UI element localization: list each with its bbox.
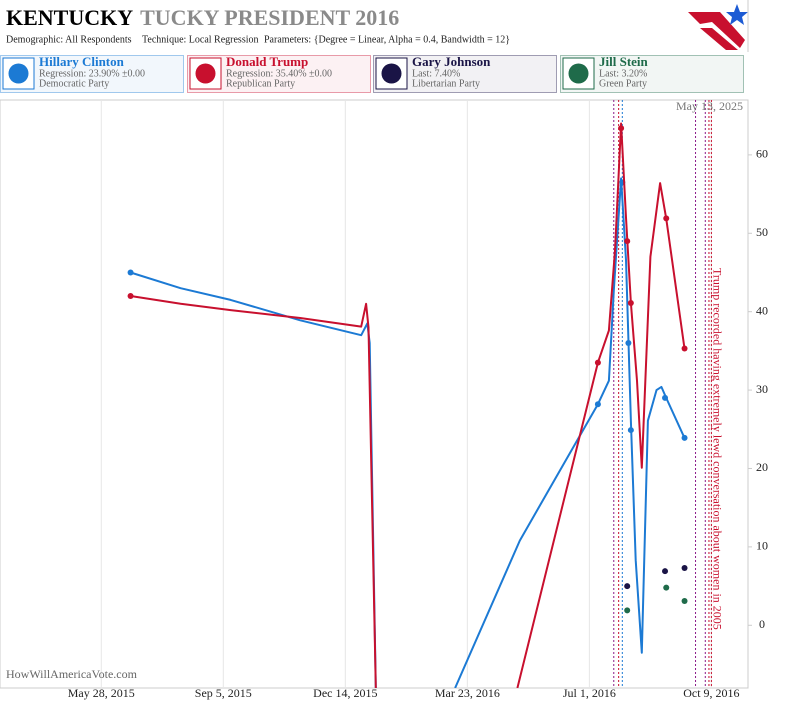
legend-detail: Regression: 23.90% ±0.00 [39, 68, 145, 79]
y-tick-label: 0 [759, 617, 765, 631]
poll-dot [663, 215, 670, 222]
legend-icon-shape [381, 63, 402, 84]
poll-dot [662, 568, 669, 575]
legend-name: Hillary Clinton [39, 54, 125, 69]
poll-dot [594, 359, 601, 366]
poll-dot [127, 293, 134, 299]
legend-icon-shape [195, 63, 216, 84]
poll-dot [624, 607, 631, 614]
y-tick-label: 30 [756, 382, 768, 396]
y-tick-label: 40 [756, 303, 768, 317]
plot-area [127, 122, 688, 688]
plot-border [0, 99, 749, 689]
legend-name: Donald Trump [226, 54, 308, 69]
annotation: Trump recorded having extremely lewd con… [710, 268, 724, 630]
trend-line [130, 122, 686, 688]
poll-dot [594, 401, 601, 408]
title-rest: TUCKY PRESIDENT 2016 [140, 5, 399, 30]
legend-party: Republican Party [226, 78, 295, 89]
legend-name: Gary Johnson [412, 54, 491, 69]
poll-dot [662, 394, 669, 401]
title-state: KENTUCKY [6, 5, 133, 30]
x-tick-label: Sep 5, 2015 [195, 686, 252, 700]
poll-dot [681, 345, 688, 352]
subtitle: Parameters: {Degree = Linear, Alpha = 0.… [264, 34, 510, 45]
poll-dot [663, 584, 670, 591]
poll-dot [624, 238, 631, 245]
date-stamp: May 13, 2025 [676, 99, 743, 113]
subtitle: Technique: Local Regression [142, 34, 258, 45]
y-tick-label: 60 [756, 147, 768, 161]
poll-dot [627, 300, 634, 307]
trend-line [130, 177, 686, 688]
poll-dot [625, 340, 632, 347]
x-tick-label: May 28, 2015 [68, 686, 135, 700]
legend-detail: Last: 3.20% [599, 68, 647, 79]
legend-detail: Regression: 35.40% ±0.00 [226, 68, 332, 79]
poll-dot [681, 565, 688, 572]
x-tick-label: Oct 9, 2016 [683, 686, 739, 700]
poll-dot [624, 583, 631, 590]
y-tick-label: 20 [756, 460, 768, 474]
poll-dot [681, 597, 688, 604]
x-tick-label: Jul 1, 2016 [563, 686, 616, 700]
poll-dot [618, 125, 625, 132]
legend-icon-shape [8, 63, 29, 84]
legend-name: Jill Stein [599, 54, 649, 69]
legend-party: Libertarian Party [412, 78, 480, 89]
x-tick-label: Mar 23, 2016 [435, 686, 500, 700]
watermark: HowWillAmericaVote.com [6, 667, 138, 681]
legend-party: Green Party [599, 78, 647, 89]
poll-dot [127, 269, 134, 276]
logo [688, 0, 749, 52]
x-tick-label: Dec 14, 2015 [313, 686, 377, 700]
y-tick-label: 50 [756, 225, 768, 239]
legend-icon-shape [568, 63, 589, 84]
y-tick-label: 10 [756, 539, 768, 553]
legend-detail: Last: 7.40% [412, 68, 460, 79]
poll-dot [627, 427, 634, 434]
subtitle: Demographic: All Respondents [6, 34, 132, 45]
legend-party: Democratic Party [39, 78, 109, 89]
poll-dot [681, 434, 688, 441]
